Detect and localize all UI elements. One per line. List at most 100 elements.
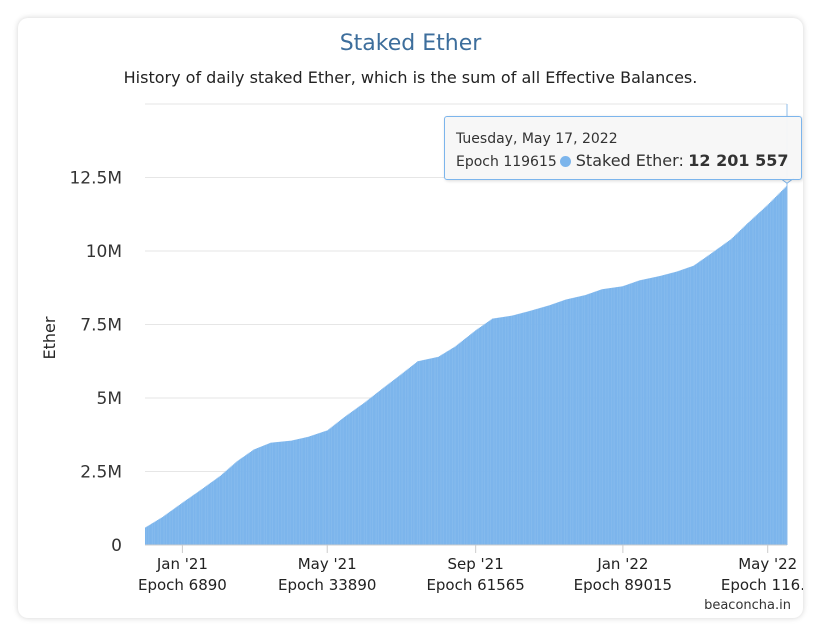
bar bbox=[759, 212, 761, 546]
bar bbox=[585, 294, 588, 545]
bar bbox=[641, 279, 643, 545]
bar bbox=[578, 296, 580, 545]
bar bbox=[160, 517, 163, 545]
bar bbox=[562, 300, 565, 545]
bar bbox=[354, 409, 356, 545]
bar bbox=[293, 440, 295, 545]
bar bbox=[695, 264, 697, 545]
bar bbox=[332, 425, 335, 545]
bar bbox=[440, 355, 442, 545]
bar bbox=[506, 316, 508, 545]
bar bbox=[653, 277, 655, 545]
bar bbox=[241, 457, 243, 545]
bar bbox=[587, 294, 589, 545]
x-axis-ticks: Jan '21 Epoch 6890 May '21 Epoch 33890 Sep '… bbox=[138, 544, 803, 594]
bar bbox=[481, 326, 483, 545]
y-tick-label: 7.5M bbox=[80, 316, 122, 336]
bar bbox=[355, 408, 358, 545]
bar bbox=[460, 341, 462, 545]
bar bbox=[389, 382, 391, 545]
bar bbox=[765, 206, 767, 545]
bar bbox=[465, 337, 467, 545]
bar bbox=[743, 226, 745, 546]
bar bbox=[360, 405, 362, 545]
bar bbox=[577, 296, 579, 545]
bar bbox=[343, 417, 346, 545]
bar bbox=[190, 496, 193, 545]
bar bbox=[608, 288, 611, 545]
bar bbox=[740, 230, 742, 545]
bar bbox=[501, 317, 503, 545]
bar bbox=[435, 357, 437, 545]
x-tick-label: Jan '22 bbox=[596, 555, 648, 573]
bar bbox=[316, 433, 318, 545]
bar bbox=[177, 505, 179, 545]
bar bbox=[353, 410, 355, 545]
bar bbox=[302, 437, 305, 545]
bar bbox=[152, 522, 154, 545]
bar bbox=[620, 286, 623, 545]
bar bbox=[632, 282, 635, 545]
bar bbox=[718, 247, 720, 545]
bar bbox=[696, 263, 699, 545]
bar bbox=[155, 520, 158, 545]
bar bbox=[167, 512, 170, 545]
bar bbox=[532, 309, 535, 545]
bar bbox=[464, 338, 466, 545]
bar bbox=[187, 499, 189, 545]
bar bbox=[255, 448, 258, 545]
bar bbox=[206, 485, 208, 545]
bar bbox=[538, 308, 541, 545]
bar bbox=[561, 300, 564, 545]
bar bbox=[231, 465, 234, 545]
bar bbox=[356, 407, 359, 545]
bar bbox=[467, 336, 470, 545]
bar bbox=[699, 261, 701, 545]
bar bbox=[764, 207, 766, 545]
bar bbox=[606, 288, 608, 545]
bar bbox=[448, 350, 450, 545]
bar bbox=[544, 306, 547, 545]
bar bbox=[181, 503, 183, 545]
bar bbox=[774, 197, 777, 546]
bar bbox=[145, 527, 147, 545]
bar bbox=[621, 286, 624, 545]
bar bbox=[300, 438, 302, 545]
bar bbox=[252, 450, 254, 545]
bar bbox=[647, 278, 649, 545]
bar bbox=[377, 392, 379, 545]
bar bbox=[615, 287, 618, 545]
bar bbox=[429, 358, 431, 545]
bar bbox=[752, 218, 754, 545]
bar bbox=[350, 411, 353, 545]
bar bbox=[642, 279, 644, 545]
bar bbox=[165, 514, 167, 545]
plot-area[interactable]: 0 2.5M 5M 7.5M 10M 12.5M Jan '21 Epoch 6890 May… bbox=[18, 18, 803, 618]
chart-credit[interactable]: beaconcha.in bbox=[704, 598, 791, 613]
bar bbox=[581, 295, 583, 545]
bar bbox=[656, 276, 659, 545]
bar bbox=[683, 269, 685, 545]
bar bbox=[643, 279, 646, 545]
bar bbox=[259, 447, 261, 545]
bar bbox=[726, 241, 729, 545]
bar bbox=[148, 525, 150, 545]
bar bbox=[772, 199, 774, 545]
bar bbox=[737, 232, 739, 545]
bar bbox=[638, 280, 641, 545]
bar bbox=[412, 365, 414, 545]
bar bbox=[416, 362, 418, 545]
bar bbox=[479, 327, 482, 545]
bar bbox=[443, 353, 446, 545]
bar bbox=[336, 422, 338, 545]
bar bbox=[198, 491, 200, 545]
bar bbox=[291, 440, 294, 545]
tooltip-date: Tuesday, May 17, 2022 bbox=[456, 131, 618, 147]
bar bbox=[771, 200, 773, 545]
bar bbox=[407, 368, 409, 545]
bar bbox=[337, 421, 340, 545]
bar bbox=[559, 301, 561, 545]
bar bbox=[254, 448, 256, 545]
tooltip-label: Staked Ether: bbox=[575, 151, 684, 170]
bar bbox=[169, 511, 171, 545]
